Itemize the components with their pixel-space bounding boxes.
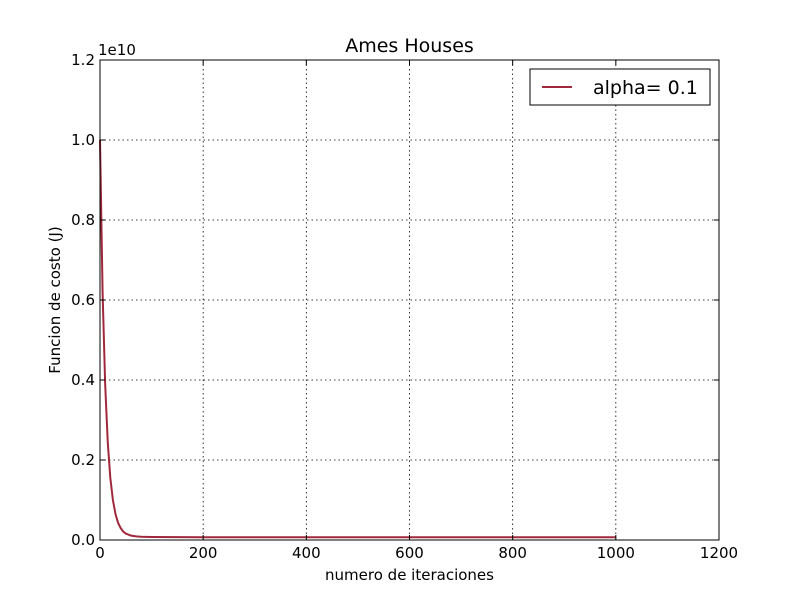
x-tick-label: 600 [395, 544, 424, 562]
y-tick-label: 0.4 [71, 371, 95, 389]
y-tick-label: 0.2 [71, 451, 95, 469]
y-tick-label: 0.8 [71, 211, 95, 229]
ticks: 0 200 400 600 800 1000 1200 0.0 0.2 0.4 0.6 0.8 1.0 1… [71, 51, 738, 562]
y-axis-multiplier: 1e10 [98, 41, 136, 59]
x-axis-label: numero de iteraciones [325, 566, 494, 584]
y-tick-label: 0.0 [71, 531, 95, 549]
y-tick-label: 0.6 [71, 291, 95, 309]
x-tick-label: 200 [189, 544, 218, 562]
x-tick-label: 1200 [700, 544, 738, 562]
chart-title: Ames Houses [345, 35, 474, 57]
y-axis-label: Funcion de costo (J) [46, 226, 64, 373]
x-tick-label: 1000 [597, 544, 635, 562]
series-line-alpha-0-1 [99, 139, 616, 539]
series-layer [99, 139, 616, 539]
x-tick-label: 0 [95, 544, 105, 562]
x-tick-label: 400 [292, 544, 321, 562]
legend: alpha= 0.1 [529, 68, 711, 106]
x-tick-label: 800 [498, 544, 527, 562]
grid [100, 60, 719, 540]
y-tick-label: 1.2 [71, 51, 95, 69]
y-tick-label: 1.0 [71, 131, 95, 149]
legend-label-alpha-0-1: alpha= 0.1 [593, 77, 698, 99]
